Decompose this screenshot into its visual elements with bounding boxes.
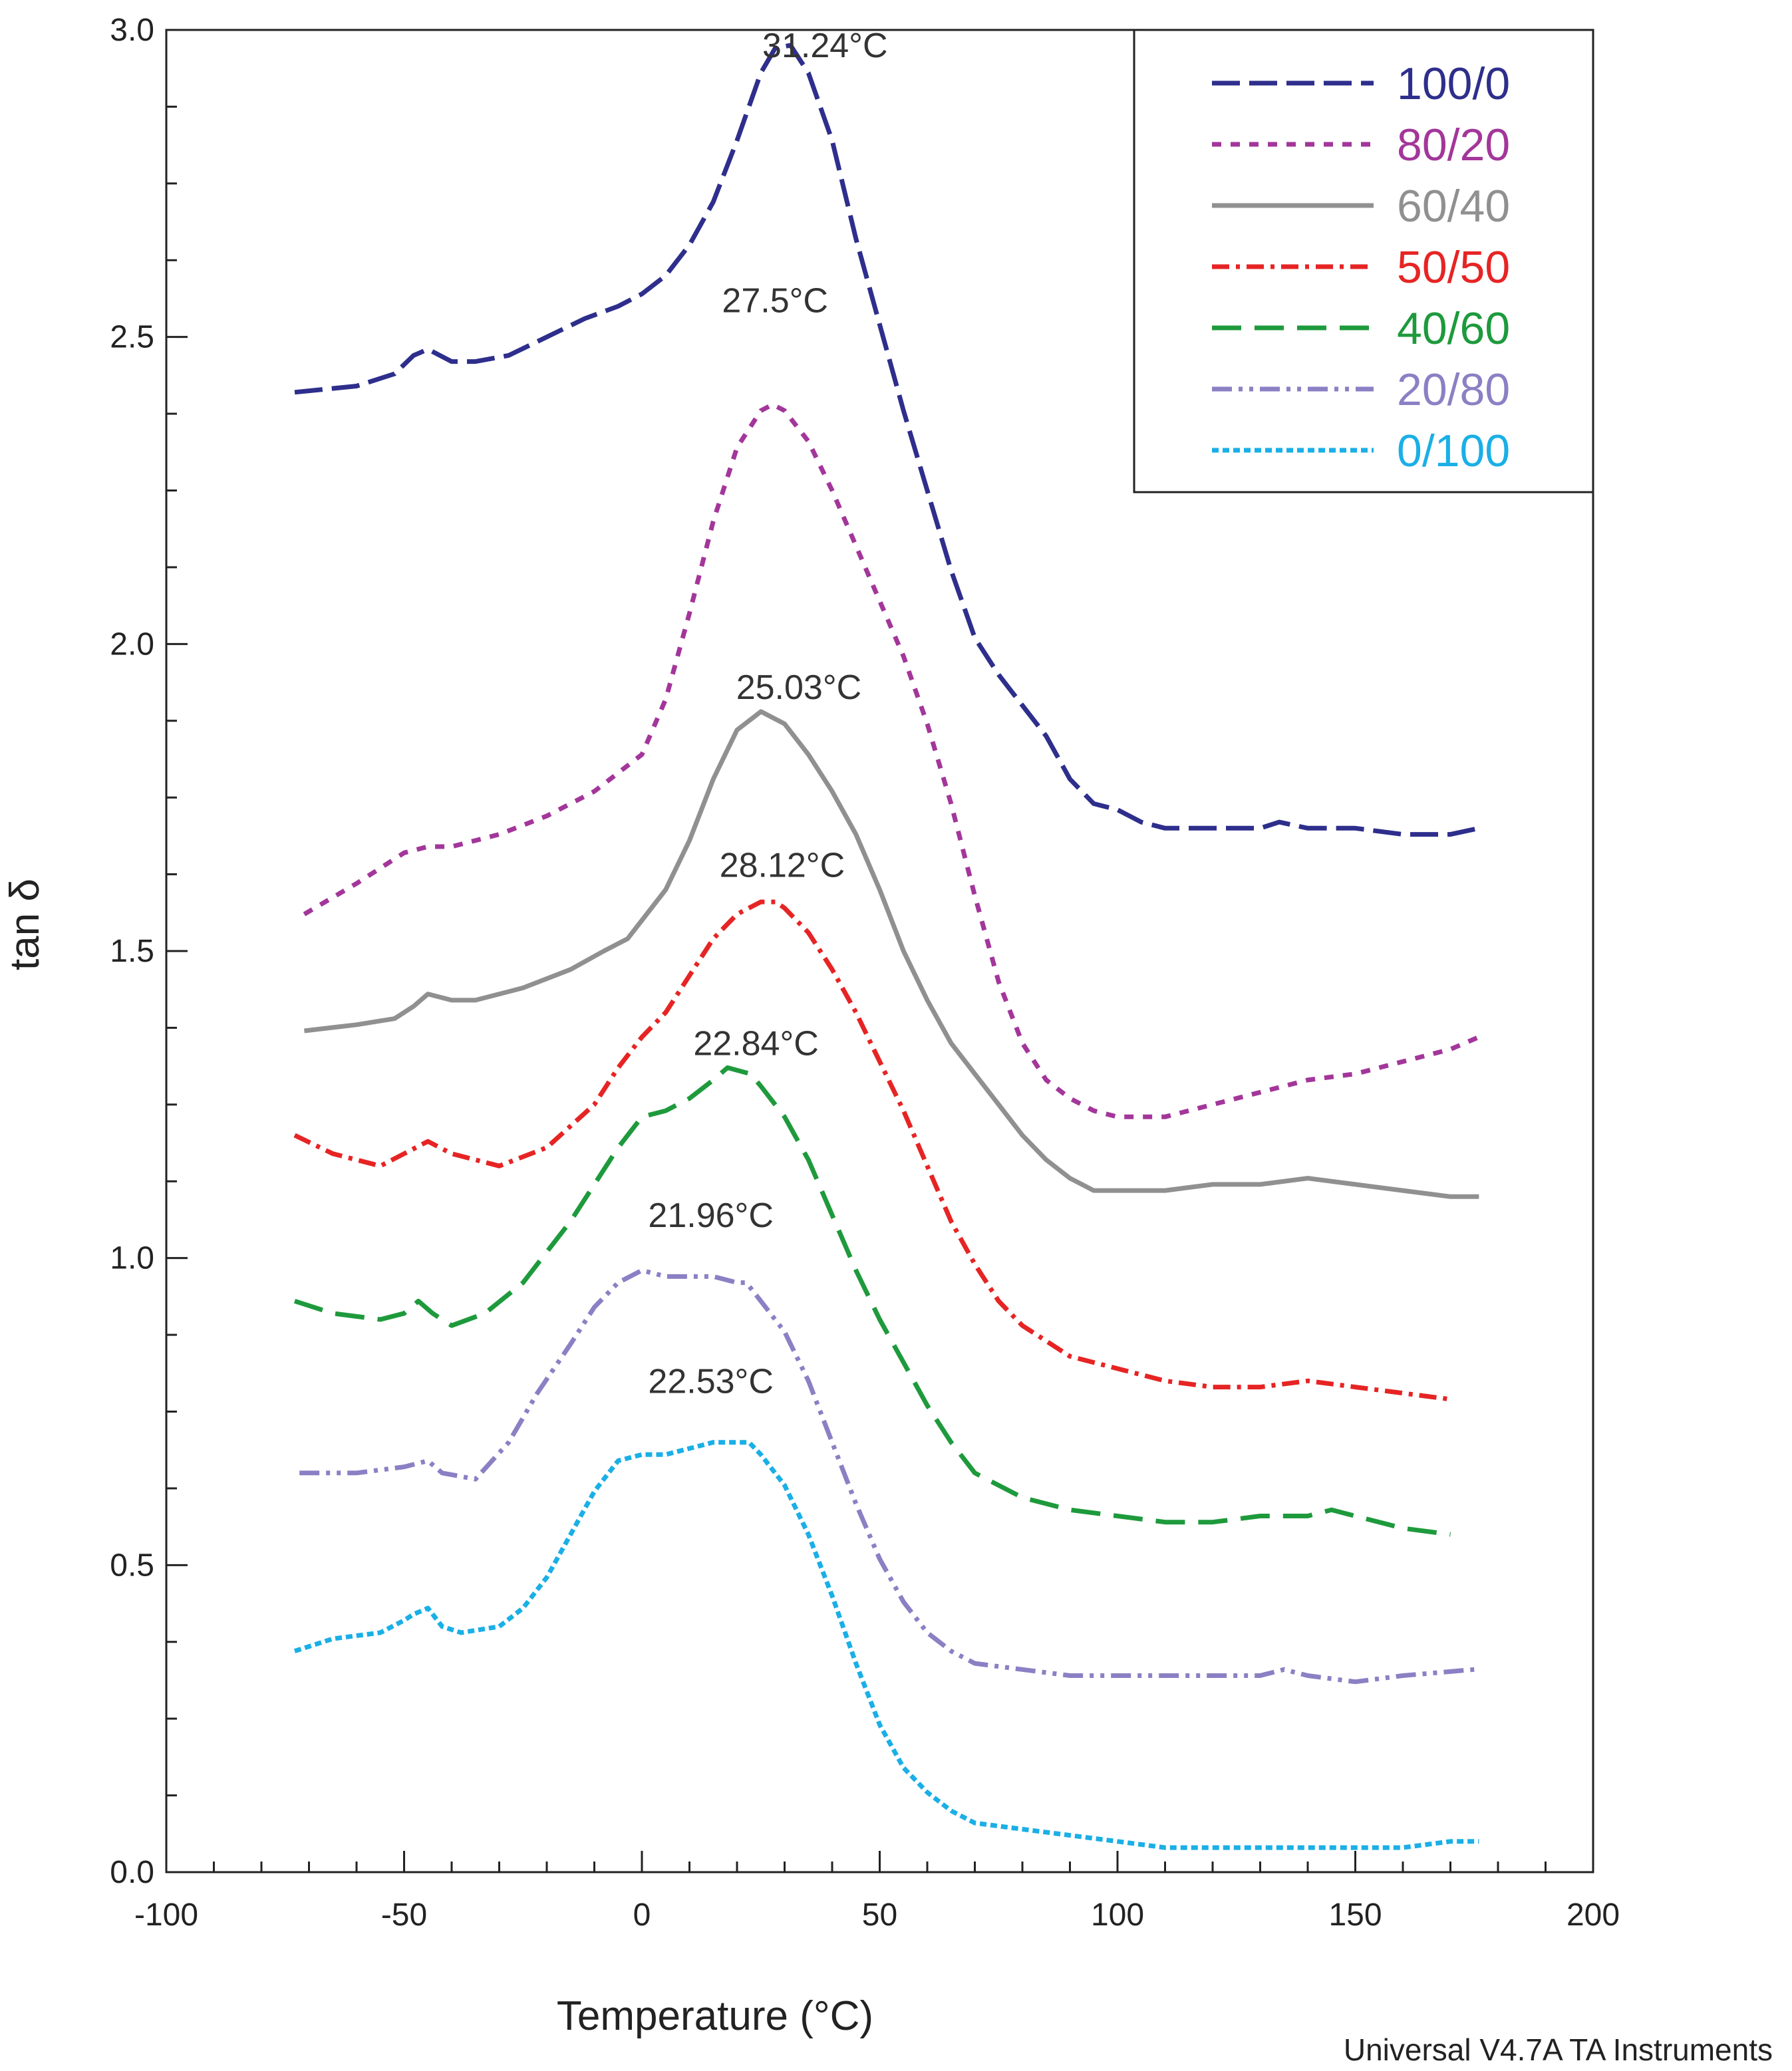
legend-label: 80/20 (1397, 120, 1510, 170)
peak-temperature-label: 25.03°C (736, 668, 861, 707)
peak-temperature-label: 22.84°C (693, 1025, 818, 1063)
peak-temperature-label: 27.5°C (722, 281, 828, 320)
x-tick-label: 0 (633, 1897, 651, 1933)
y-axis: 0.0 0.5 1.0 1.5 2.0 2.5 3.0 (110, 13, 188, 1890)
legend: 100/0 80/20 60/40 50/50 40/60 20/80 0/100 (1133, 29, 1594, 493)
x-tick-label: 150 (1328, 1897, 1382, 1933)
y-tick-label: 0.5 (110, 1548, 154, 1583)
legend-label: 40/60 (1397, 303, 1510, 354)
x-tick-label: 100 (1091, 1897, 1144, 1933)
y-minor-ticks (166, 105, 177, 1797)
series-line-40-60 (293, 1065, 1451, 1537)
x-tick-label: 200 (1567, 1897, 1620, 1933)
peak-annotations: 31.24°C 27.5°C 25.03°C 28.12°C 22.84°C 21.96°… (648, 27, 887, 1401)
series-line-100-0 (294, 43, 1480, 837)
y-tick-label: 2.0 (110, 626, 154, 662)
peak-temperature-label: 22.53°C (648, 1362, 773, 1401)
y-axis-title: tan δ (2, 879, 48, 970)
x-axis-title: Temperature (°C) (557, 1993, 873, 2039)
x-tick-label: 50 (862, 1897, 897, 1933)
legend-label: 50/50 (1397, 242, 1510, 293)
series-line-80-20 (303, 402, 1480, 1119)
x-tick-label: -50 (381, 1897, 427, 1933)
x-axis: -100 -50 0 50 100 150 200 (134, 1851, 1620, 1933)
series-line-0-100 (293, 1440, 1479, 1850)
legend-label: 0/100 (1397, 426, 1510, 476)
series-line-60-40 (303, 709, 1479, 1199)
y-tick-label: 3.0 (110, 13, 154, 48)
legend-box (1133, 29, 1594, 493)
legend-label: 20/80 (1397, 364, 1510, 415)
x-tick-label: -100 (134, 1897, 198, 1933)
software-footer: Universal V4.7A TA Instruments (1344, 2032, 1773, 2067)
peak-temperature-label: 21.96°C (648, 1196, 773, 1235)
peak-temperature-label: 31.24°C (762, 27, 887, 65)
legend-label: 60/40 (1397, 181, 1510, 231)
x-minor-ticks (213, 1862, 1547, 1872)
y-tick-label: 0.0 (110, 1855, 154, 1890)
peak-temperature-label: 28.12°C (720, 847, 845, 885)
series-line-50-50 (293, 899, 1451, 1402)
series-line-20-80 (299, 1268, 1475, 1685)
y-tick-label: 1.5 (110, 934, 154, 969)
series-layer (293, 43, 1480, 1850)
y-tick-label: 2.5 (110, 320, 154, 355)
legend-label: 100/0 (1397, 59, 1510, 109)
y-tick-label: 1.0 (110, 1241, 154, 1276)
